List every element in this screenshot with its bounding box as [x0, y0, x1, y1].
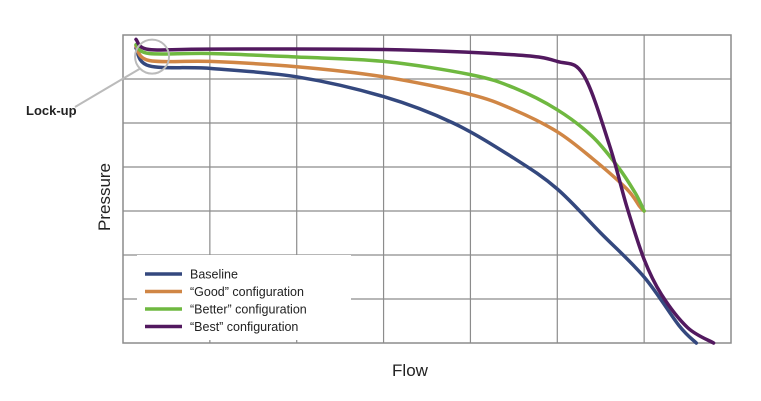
- lock-up-label: Lock-up: [26, 103, 77, 118]
- legend-label-good-configuration: “Good” configuration: [190, 285, 304, 299]
- lock-up-leader-line: [74, 67, 141, 108]
- legend-label-better-configuration: “Better” configuration: [190, 303, 307, 317]
- lock-up-annotation: Lock-up: [26, 38, 171, 118]
- legend-label-best-configuration: “Best” configuration: [190, 320, 298, 334]
- lock-up-circle: [134, 38, 171, 75]
- series-line-better-configuration: [134, 42, 646, 213]
- legend-label-baseline: Baseline: [190, 268, 238, 282]
- series-lines: [134, 37, 716, 345]
- series-line-best-configuration: [134, 37, 716, 345]
- x-axis-label: Flow: [392, 361, 429, 380]
- legend-items: Baseline “Good” configuration “Better” con…: [145, 268, 307, 334]
- legend: Baseline “Good” configuration “Better” con…: [137, 255, 351, 340]
- series-line-baseline: [134, 46, 699, 345]
- series-line-good-configuration: [134, 44, 646, 213]
- y-axis-label: Pressure: [95, 163, 114, 231]
